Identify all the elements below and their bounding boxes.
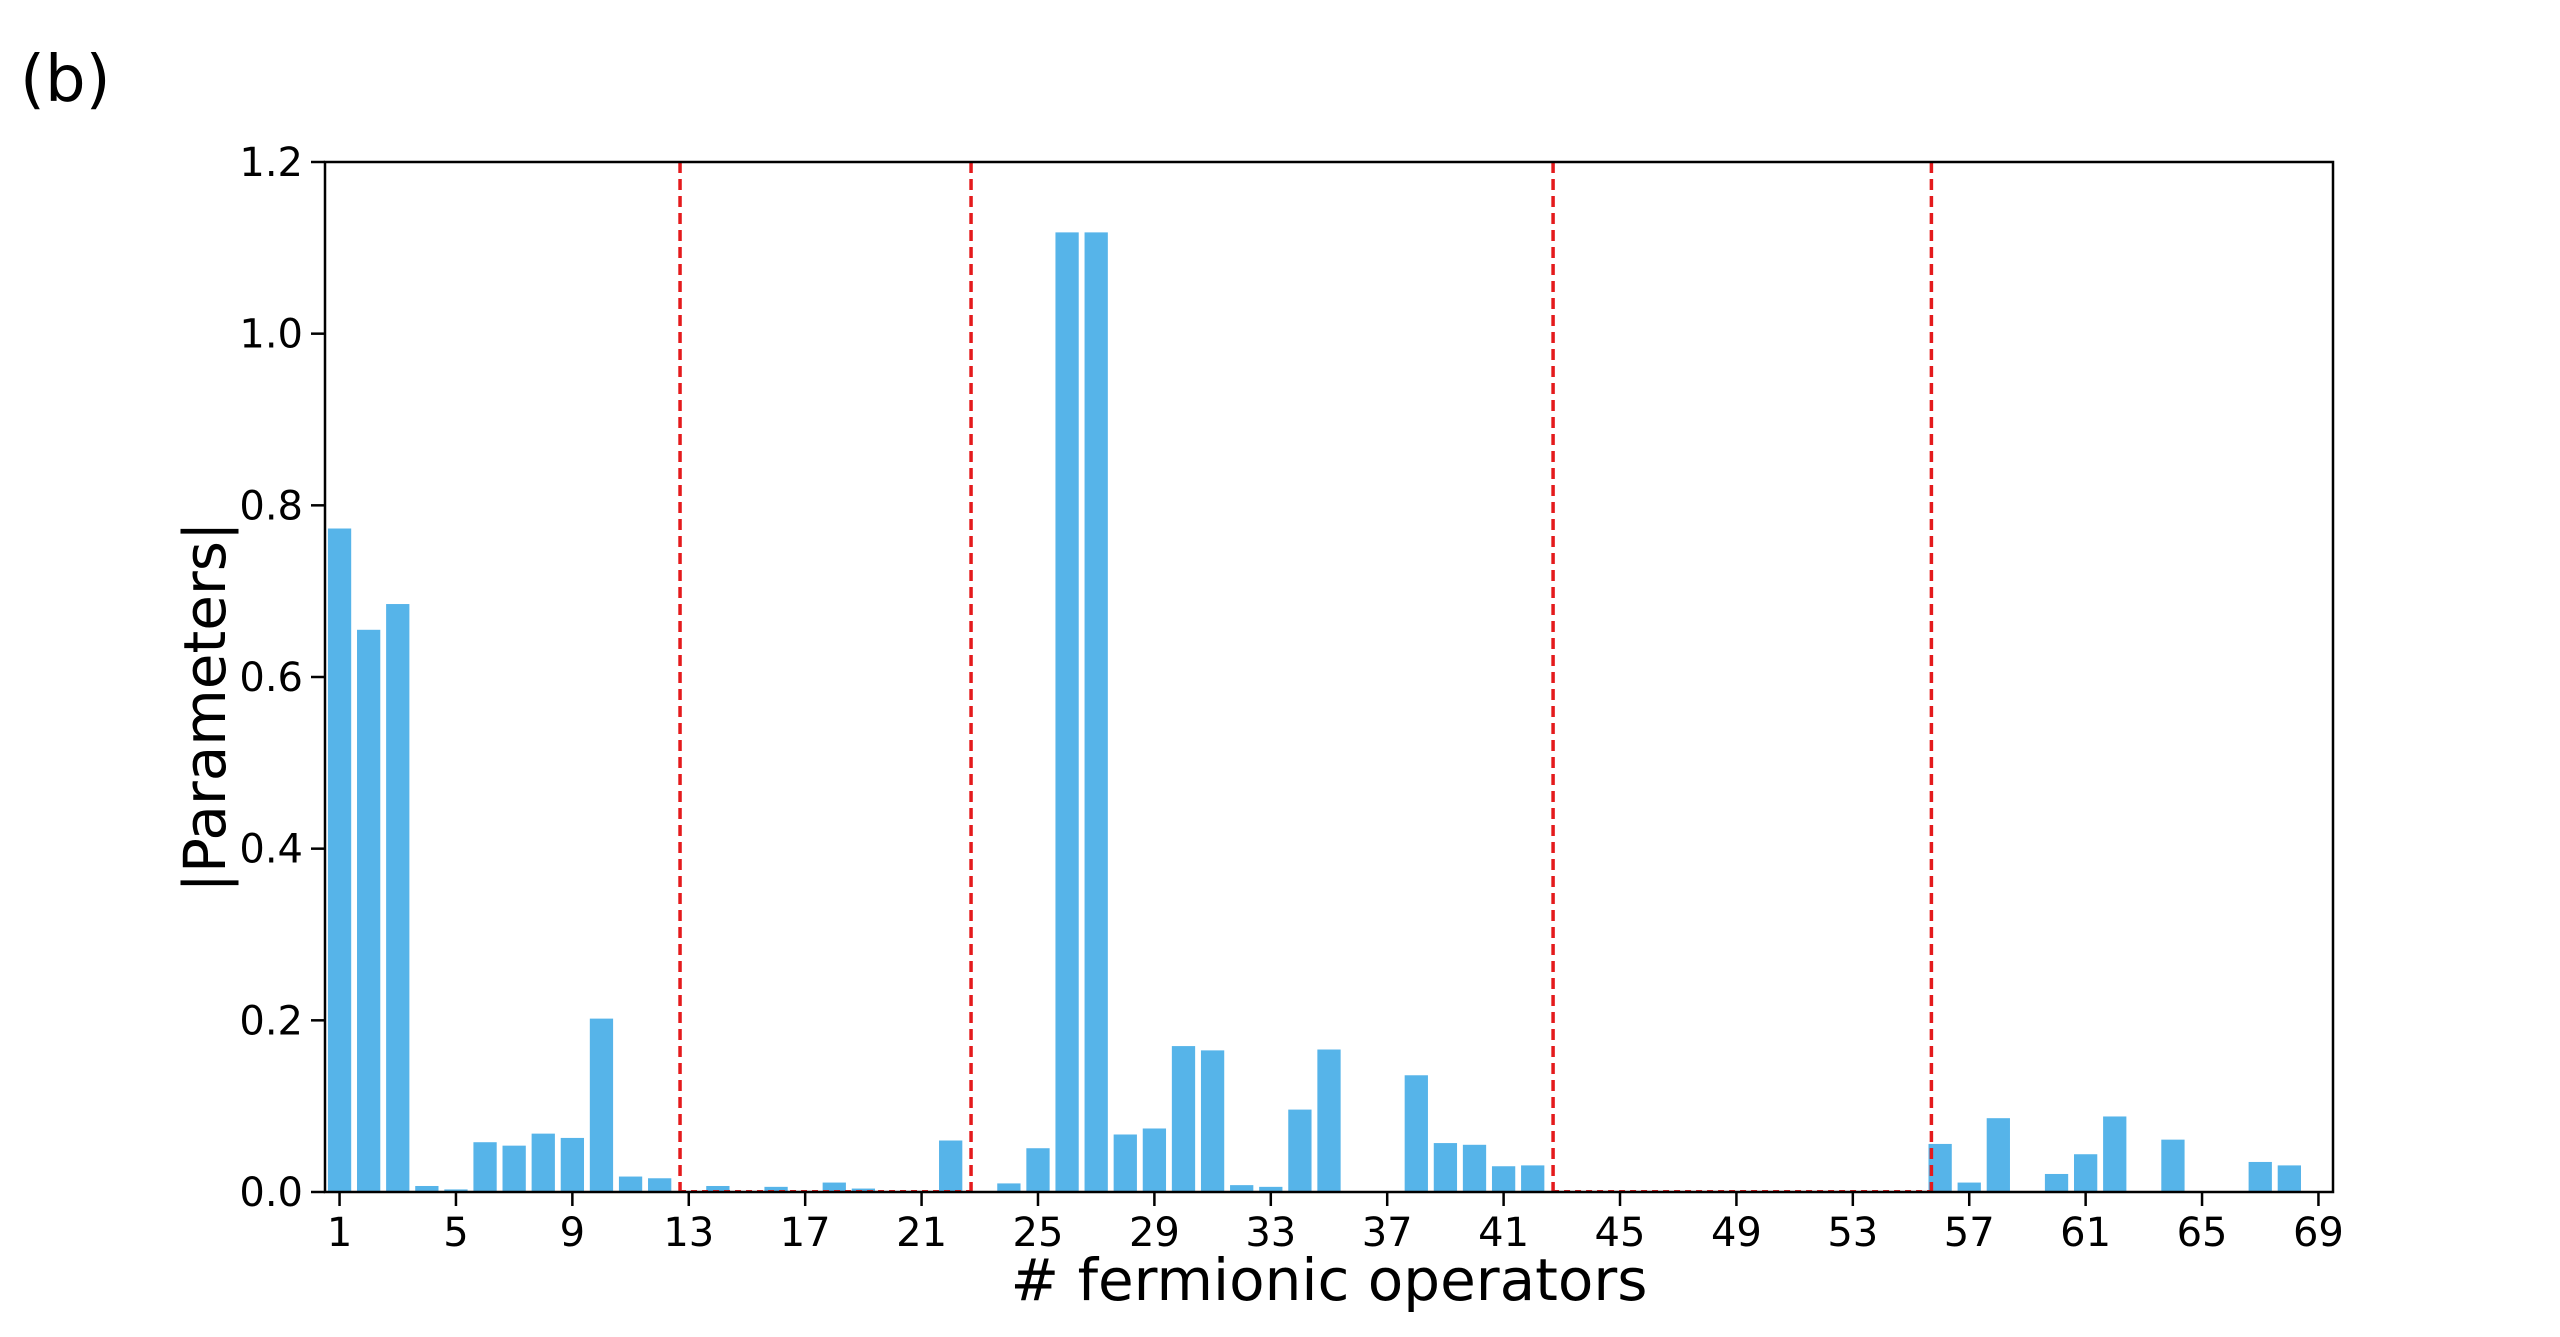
x-axis-ticks: 1 5 9 13 17 21 25 29 33 37 41 45 49 53 57 61 65 69 — [327, 1192, 2344, 1256]
bar-39 — [1433, 1143, 1458, 1192]
bar-1 — [327, 528, 352, 1192]
x-tick-label: 5 — [443, 1210, 468, 1256]
x-tick-label: 13 — [663, 1210, 714, 1256]
bar-33 — [1259, 1186, 1283, 1192]
x-tick-label: 17 — [780, 1210, 831, 1256]
bar-4 — [415, 1185, 439, 1192]
y-tick-label: 0.2 — [239, 998, 303, 1044]
x-tick-label: 41 — [1478, 1210, 1529, 1256]
plot-frame — [323, 160, 2335, 1194]
x-tick-label: 49 — [1711, 1210, 1762, 1256]
bar-26 — [1055, 232, 1079, 1193]
bar-57 — [1957, 1182, 1981, 1192]
x-tick-label: 37 — [1362, 1210, 1413, 1256]
panel-label: (b) — [20, 43, 111, 117]
bar-2 — [357, 629, 381, 1192]
x-tick-label: 1 — [327, 1210, 352, 1256]
y-tick-label: 0.0 — [239, 1170, 303, 1216]
section-divider-lines — [678, 162, 1934, 1192]
bar-7 — [502, 1145, 526, 1192]
bar-62 — [2103, 1116, 2127, 1192]
x-tick-label: 25 — [1013, 1210, 1064, 1256]
y-tick-label: 0.8 — [239, 483, 303, 529]
bar-10 — [589, 1018, 614, 1192]
bar-56 — [1928, 1143, 1952, 1192]
x-tick-label: 57 — [1944, 1210, 1995, 1256]
bar-30 — [1171, 1046, 1196, 1192]
y-tick-label: 1.0 — [239, 312, 303, 358]
x-tick-label: 53 — [1827, 1210, 1878, 1256]
y-tick-label: 0.6 — [239, 655, 303, 701]
x-axis-label: # fermionic operators — [1011, 1246, 1648, 1314]
x-tick-label: 33 — [1245, 1210, 1296, 1256]
bar-41 — [1491, 1166, 1516, 1192]
bar-27 — [1084, 232, 1108, 1193]
bar-19 — [851, 1188, 876, 1192]
bar-68 — [2277, 1165, 2301, 1192]
y-tick-label: 1.2 — [239, 140, 303, 186]
bar-18 — [822, 1182, 846, 1192]
bar-64 — [2161, 1139, 2185, 1192]
bar-25 — [1026, 1148, 1050, 1192]
bar-38 — [1404, 1075, 1428, 1192]
x-tick-label: 45 — [1595, 1210, 1646, 1256]
bar-8 — [531, 1133, 555, 1192]
bar-61 — [2073, 1154, 2098, 1192]
x-tick-label: 61 — [2060, 1210, 2111, 1256]
bar-29 — [1142, 1128, 1167, 1192]
bar-12 — [648, 1178, 672, 1192]
bar-35 — [1317, 1049, 1341, 1192]
x-tick-label: 21 — [896, 1210, 947, 1256]
bar-16 — [764, 1186, 788, 1192]
bar-60 — [2044, 1173, 2069, 1192]
bar-9 — [560, 1137, 585, 1192]
bar-22 — [939, 1140, 963, 1192]
bar-31 — [1200, 1050, 1225, 1192]
y-tick-label: 0.4 — [239, 827, 303, 873]
x-tick-label: 65 — [2177, 1210, 2228, 1256]
bars-group — [327, 232, 2301, 1193]
bar-34 — [1288, 1109, 1312, 1192]
x-tick-label: 29 — [1129, 1210, 1180, 1256]
x-tick-label: 69 — [2293, 1210, 2344, 1256]
bar-3 — [386, 604, 410, 1192]
bar-40 — [1462, 1144, 1487, 1192]
bar-67 — [2248, 1161, 2272, 1192]
y-axis-ticks: 0.0 0.2 0.4 0.6 0.8 1.0 1.2 — [239, 140, 325, 1216]
bar-6 — [473, 1142, 497, 1192]
bar-58 — [1986, 1118, 2010, 1192]
bar-11 — [618, 1176, 643, 1192]
bar-32 — [1230, 1185, 1254, 1192]
bar-14 — [706, 1185, 730, 1192]
bar-42 — [1521, 1165, 1545, 1192]
bar-5 — [444, 1189, 468, 1192]
x-tick-label: 9 — [560, 1210, 585, 1256]
bar-24 — [997, 1183, 1021, 1192]
y-axis-label: |Parameters| — [171, 521, 239, 892]
bar-28 — [1113, 1134, 1137, 1192]
